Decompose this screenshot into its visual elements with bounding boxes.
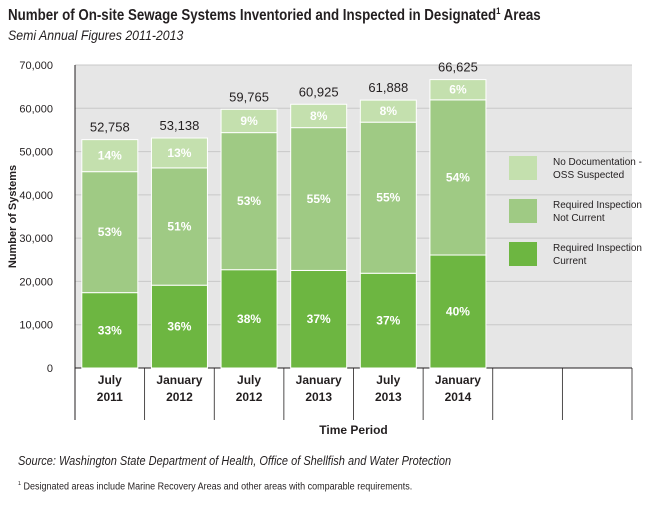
legend-swatch bbox=[509, 199, 537, 223]
bar-segment-label: 33% bbox=[98, 323, 122, 337]
bar-segment-label: 8% bbox=[310, 109, 328, 123]
bar-segment-label: 53% bbox=[98, 225, 122, 239]
bar-total-label: 60,925 bbox=[299, 84, 339, 99]
bar-segment bbox=[359, 99, 417, 123]
bar-segment-label: 9% bbox=[240, 114, 258, 128]
bar-segment bbox=[290, 103, 348, 129]
x-tick-label: 2012 bbox=[166, 390, 193, 404]
bar-segment bbox=[429, 254, 487, 369]
chart-subtitle: Semi Annual Figures 2011-2013 bbox=[8, 27, 184, 43]
x-tick-label: 2011 bbox=[97, 390, 123, 404]
legend-label: Required Inspection bbox=[553, 200, 642, 211]
legend-label: No Documentation - bbox=[553, 157, 642, 168]
x-axis-label: Time Period bbox=[319, 423, 387, 437]
y-tick-label: 0 bbox=[47, 363, 53, 375]
bar-segment-label: 36% bbox=[167, 320, 191, 334]
bar-segment-label: 13% bbox=[167, 146, 191, 160]
bar-segment-label: 8% bbox=[380, 104, 398, 118]
bar-segment-label: 37% bbox=[307, 312, 331, 326]
bar-total-label: 66,625 bbox=[438, 60, 478, 75]
bar-segment bbox=[429, 79, 487, 101]
bar-segment bbox=[290, 269, 348, 369]
x-tick-label: 2013 bbox=[375, 390, 402, 404]
bar-segment bbox=[220, 269, 278, 369]
legend-label: OSS Suspected bbox=[553, 170, 624, 181]
x-tick-label: January bbox=[435, 373, 481, 387]
y-tick-label: 70,000 bbox=[19, 60, 53, 72]
bar-segment-label: 51% bbox=[167, 220, 191, 234]
stacked-bar-chart: 0 10,000 20,000 30,000 40,000 50,000 60,000 70,… bbox=[7, 60, 642, 437]
x-tick-label: January bbox=[156, 373, 202, 387]
legend-label: Current bbox=[553, 256, 587, 267]
bar-segment bbox=[220, 132, 278, 271]
y-axis-label: Number of Systems bbox=[7, 165, 19, 268]
bar-segment bbox=[81, 139, 139, 173]
bar-segment-label: 38% bbox=[237, 312, 261, 326]
bar-total-label: 61,888 bbox=[368, 80, 408, 95]
bar-segment bbox=[359, 272, 417, 369]
bar-segment-label: 37% bbox=[376, 314, 400, 328]
x-tick-label: July bbox=[98, 373, 122, 387]
bar-segment bbox=[429, 99, 487, 256]
y-tick-label: 30,000 bbox=[19, 233, 53, 245]
y-tick-label: 10,000 bbox=[19, 320, 53, 332]
bar-segment bbox=[150, 284, 208, 369]
y-tick-label: 50,000 bbox=[19, 147, 53, 159]
bar-total-label: 59,765 bbox=[229, 89, 269, 104]
legend-swatch bbox=[509, 242, 537, 266]
bar-segment-label: 55% bbox=[376, 191, 400, 205]
bar-segment bbox=[150, 137, 208, 169]
chart-source: Source: Washington State Department of H… bbox=[18, 454, 452, 468]
x-tick-label: 2012 bbox=[236, 390, 263, 404]
x-tick-label: 2014 bbox=[445, 390, 472, 404]
bar-segment bbox=[81, 292, 139, 369]
bar-segment-label: 14% bbox=[98, 149, 122, 163]
legend-swatch bbox=[509, 156, 537, 180]
y-tick-label: 60,000 bbox=[19, 103, 53, 115]
x-tick-label: 2013 bbox=[305, 390, 332, 404]
x-tick-label: July bbox=[237, 373, 261, 387]
bar-segment-label: 40% bbox=[446, 305, 470, 319]
bar-segment bbox=[150, 167, 208, 286]
y-tick-label: 40,000 bbox=[19, 190, 53, 202]
bar-segment-label: 55% bbox=[307, 192, 331, 206]
x-tick-label: January bbox=[296, 373, 342, 387]
bar-segment-label: 53% bbox=[237, 194, 261, 208]
x-tick-label: July bbox=[376, 373, 400, 387]
chart-title: Number of On-site Sewage Systems Invento… bbox=[8, 6, 541, 25]
bar-segment-label: 6% bbox=[449, 83, 467, 97]
y-tick-label: 20,000 bbox=[19, 276, 53, 288]
legend-label: Required Inspection bbox=[553, 243, 642, 254]
bar-segment-label: 54% bbox=[446, 170, 470, 184]
bar-segment bbox=[220, 108, 278, 134]
bar-segment bbox=[359, 121, 417, 274]
chart-footnote: 1 Designated areas include Marine Recove… bbox=[18, 481, 413, 493]
bar-total-label: 52,758 bbox=[90, 120, 130, 135]
bar-total-label: 53,138 bbox=[160, 118, 200, 133]
legend-label: Not Current bbox=[553, 213, 605, 224]
